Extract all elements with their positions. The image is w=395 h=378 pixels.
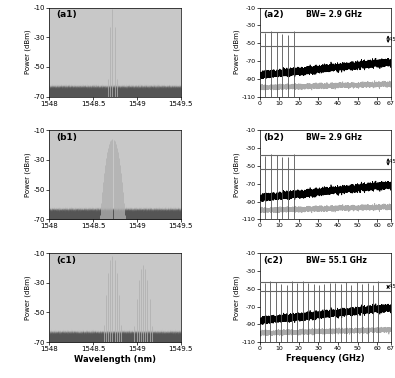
Y-axis label: Power (dBm): Power (dBm) (234, 275, 240, 320)
Text: (a1): (a1) (56, 10, 77, 19)
Text: (b2): (b2) (263, 133, 284, 142)
Text: 45 dB: 45 dB (389, 37, 395, 42)
Text: (a2): (a2) (263, 10, 284, 19)
Text: (c1): (c1) (56, 256, 76, 265)
Y-axis label: Power (dBm): Power (dBm) (234, 152, 240, 197)
Text: BW= 2.9 GHz: BW= 2.9 GHz (306, 10, 361, 19)
Text: (c2): (c2) (263, 256, 284, 265)
Y-axis label: Power (dBm): Power (dBm) (234, 30, 240, 74)
Text: BW= 2.9 GHz: BW= 2.9 GHz (306, 133, 361, 142)
Y-axis label: Power (dBm): Power (dBm) (24, 275, 31, 320)
X-axis label: Wavelength (nm): Wavelength (nm) (74, 355, 156, 364)
X-axis label: Frequency (GHz): Frequency (GHz) (286, 354, 365, 363)
Y-axis label: Power (dBm): Power (dBm) (24, 30, 31, 74)
Text: (b1): (b1) (56, 133, 77, 142)
Text: 45 dB: 45 dB (389, 284, 395, 290)
Text: BW= 55.1 GHz: BW= 55.1 GHz (306, 256, 367, 265)
Text: 45 dB: 45 dB (389, 160, 395, 164)
Y-axis label: Power (dBm): Power (dBm) (24, 152, 31, 197)
